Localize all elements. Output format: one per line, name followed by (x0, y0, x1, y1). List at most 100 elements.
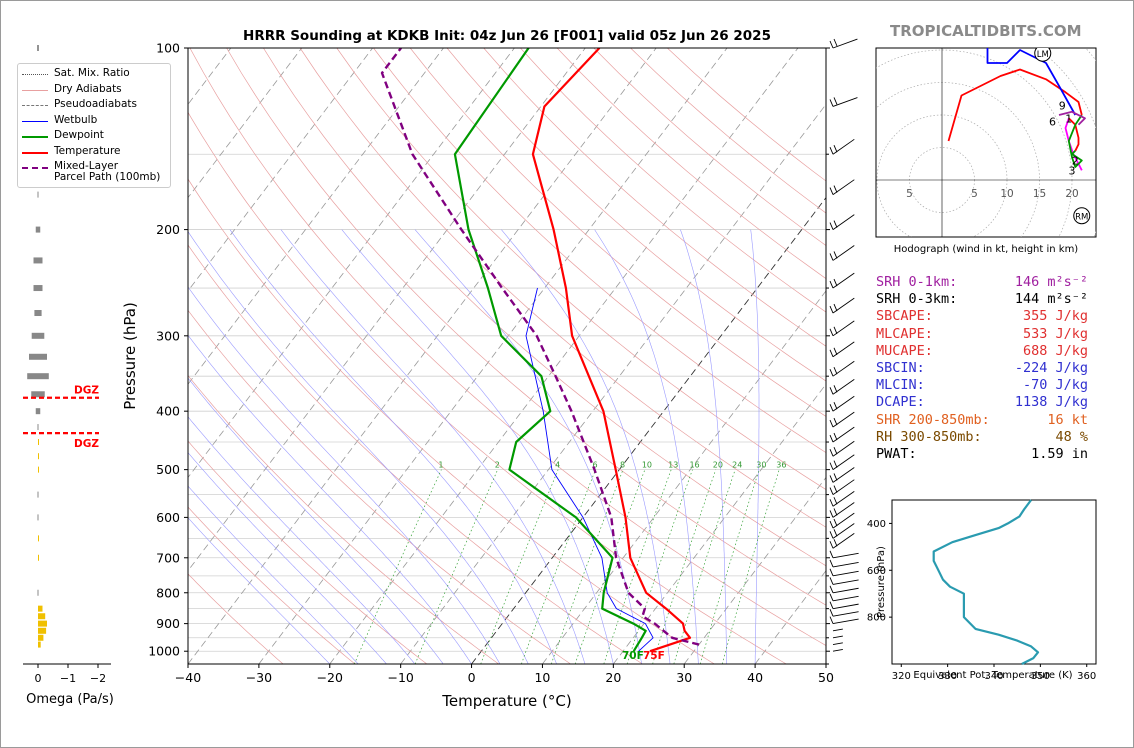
wind-barb-staff (832, 38, 858, 49)
wind-barb-staff (832, 649, 843, 652)
x-tick-label: 30 (676, 670, 692, 685)
legend-swatch (22, 105, 48, 106)
dry-adiabat (299, 48, 826, 528)
wind-barb-flag (829, 559, 834, 568)
legend-swatch (22, 136, 48, 138)
wind-barb-flag (833, 485, 838, 493)
wind-barb-flag (829, 387, 834, 395)
wind-barb-flag (829, 280, 834, 289)
index-value: 48 % (1055, 428, 1088, 445)
x-tick-label: −30 (246, 670, 272, 685)
moist-adiabat (414, 229, 642, 664)
mixing-ratio-label: 6 (593, 461, 598, 470)
index-value: 355 J/kg (1022, 308, 1088, 325)
omega-axis-label: Omega (Pa/s) (26, 692, 114, 707)
y-tick-label: 1000 (148, 644, 180, 659)
isotherm-line (188, 48, 303, 199)
moist-adiabat (188, 485, 359, 664)
index-label: MLCIN: (876, 377, 925, 394)
wind-barb-flag (829, 499, 834, 507)
omega-bar (38, 453, 39, 460)
mixing-ratio-label: 10 (642, 461, 652, 470)
moist-adiabat (594, 229, 699, 664)
moist-adiabat (501, 229, 671, 664)
theta-e-xtick-label: 320 (892, 671, 911, 682)
y-tick-label: 500 (156, 462, 180, 477)
dry-adiabat (520, 48, 826, 313)
wind-barb-staff (832, 611, 859, 617)
hodograph-inner: 5 5 10 15 20 1 23 69 LM RM (876, 48, 1096, 237)
theta-e-xtick-label: 330 (938, 671, 957, 682)
wind-barb-flag (829, 187, 834, 195)
mixing-ratio-line (521, 469, 596, 664)
y-tick-label: 200 (156, 222, 180, 237)
moist-adiabat (188, 452, 387, 664)
isotherm-line (188, 48, 515, 479)
omega-bar (35, 226, 41, 233)
omega-bar (38, 634, 44, 641)
wind-barb-flag (833, 278, 838, 287)
isotherm-line (188, 48, 444, 385)
index-label: SRH 0-3km: (876, 291, 958, 308)
omega-bar (38, 439, 39, 446)
hodograph-height-label: 3 (1069, 164, 1076, 177)
wind-barb-flag (829, 328, 834, 336)
hodograph-9km-plus (986, 48, 1077, 116)
omega-tick-label: −1 (60, 672, 76, 685)
wind-barb-flag (829, 568, 834, 577)
dewpoint-line (453, 48, 647, 652)
y-tick-label: 800 (156, 585, 180, 600)
theta-e-xtick-label: 340 (984, 671, 1003, 682)
omega-bar (38, 605, 43, 612)
wind-barb-flag (833, 38, 838, 47)
isotherm-line (188, 48, 373, 292)
hodograph-height-label: 9 (1059, 99, 1066, 112)
hodograph-tick-label: 10 (1000, 188, 1013, 200)
wind-barb-staff (832, 552, 859, 559)
dry-adiabat (373, 48, 826, 454)
x-tick-label: −20 (317, 670, 343, 685)
mixing-ratio-line (721, 469, 780, 664)
index-label: MUCAPE: (876, 342, 933, 359)
dgz-label: DGZ (74, 385, 99, 397)
wind-barb-flag (833, 508, 838, 516)
wind-barb-flag (833, 251, 838, 259)
wind-barb-flag (829, 585, 834, 593)
mixing-ratio-label: 16 (689, 461, 699, 470)
wind-barb-staff (832, 570, 859, 577)
legend-swatch (22, 167, 48, 169)
x-tick-label: 20 (605, 670, 621, 685)
wind-barb-flag (829, 449, 834, 457)
wind-barb-flag (829, 593, 834, 601)
wind-barb-flag (829, 541, 834, 549)
wind-barb-flag (829, 147, 834, 155)
hodograph-tick-label: 20 (1065, 188, 1078, 200)
wind-barb-flag (833, 497, 838, 505)
wind-barb-flag (829, 609, 834, 617)
omega-bar (37, 491, 39, 498)
mixing-ratio-label: 1 (438, 461, 443, 470)
theta-e-frame (891, 499, 1097, 665)
x-tick-label: 0 (468, 670, 476, 685)
wind-barb-flag (829, 487, 834, 495)
dry-adiabat (446, 48, 826, 382)
omega-bar (37, 424, 39, 431)
legend-label: Sat. Mix. Ratio (54, 67, 130, 79)
mixing-ratio-line (652, 469, 717, 664)
y-tick-label: 300 (156, 328, 180, 343)
mixing-ratio-label: 8 (620, 461, 625, 470)
dry-adiabat (189, 48, 826, 646)
skewt-plot-frame (187, 47, 827, 665)
wind-barb-flag (833, 347, 838, 355)
wind-barb-staff (832, 603, 859, 610)
temperature-line (531, 48, 692, 653)
y-tick-label: 700 (156, 550, 180, 565)
parcel-path-line (380, 48, 700, 646)
wind-barb-flag (829, 601, 834, 609)
index-label: SBCIN: (876, 360, 925, 376)
wind-barb-staff (832, 562, 859, 568)
theta-e-line (932, 499, 1040, 665)
wind-barb-staff (832, 214, 855, 230)
index-value: 144 m²s⁻² (1014, 291, 1088, 308)
